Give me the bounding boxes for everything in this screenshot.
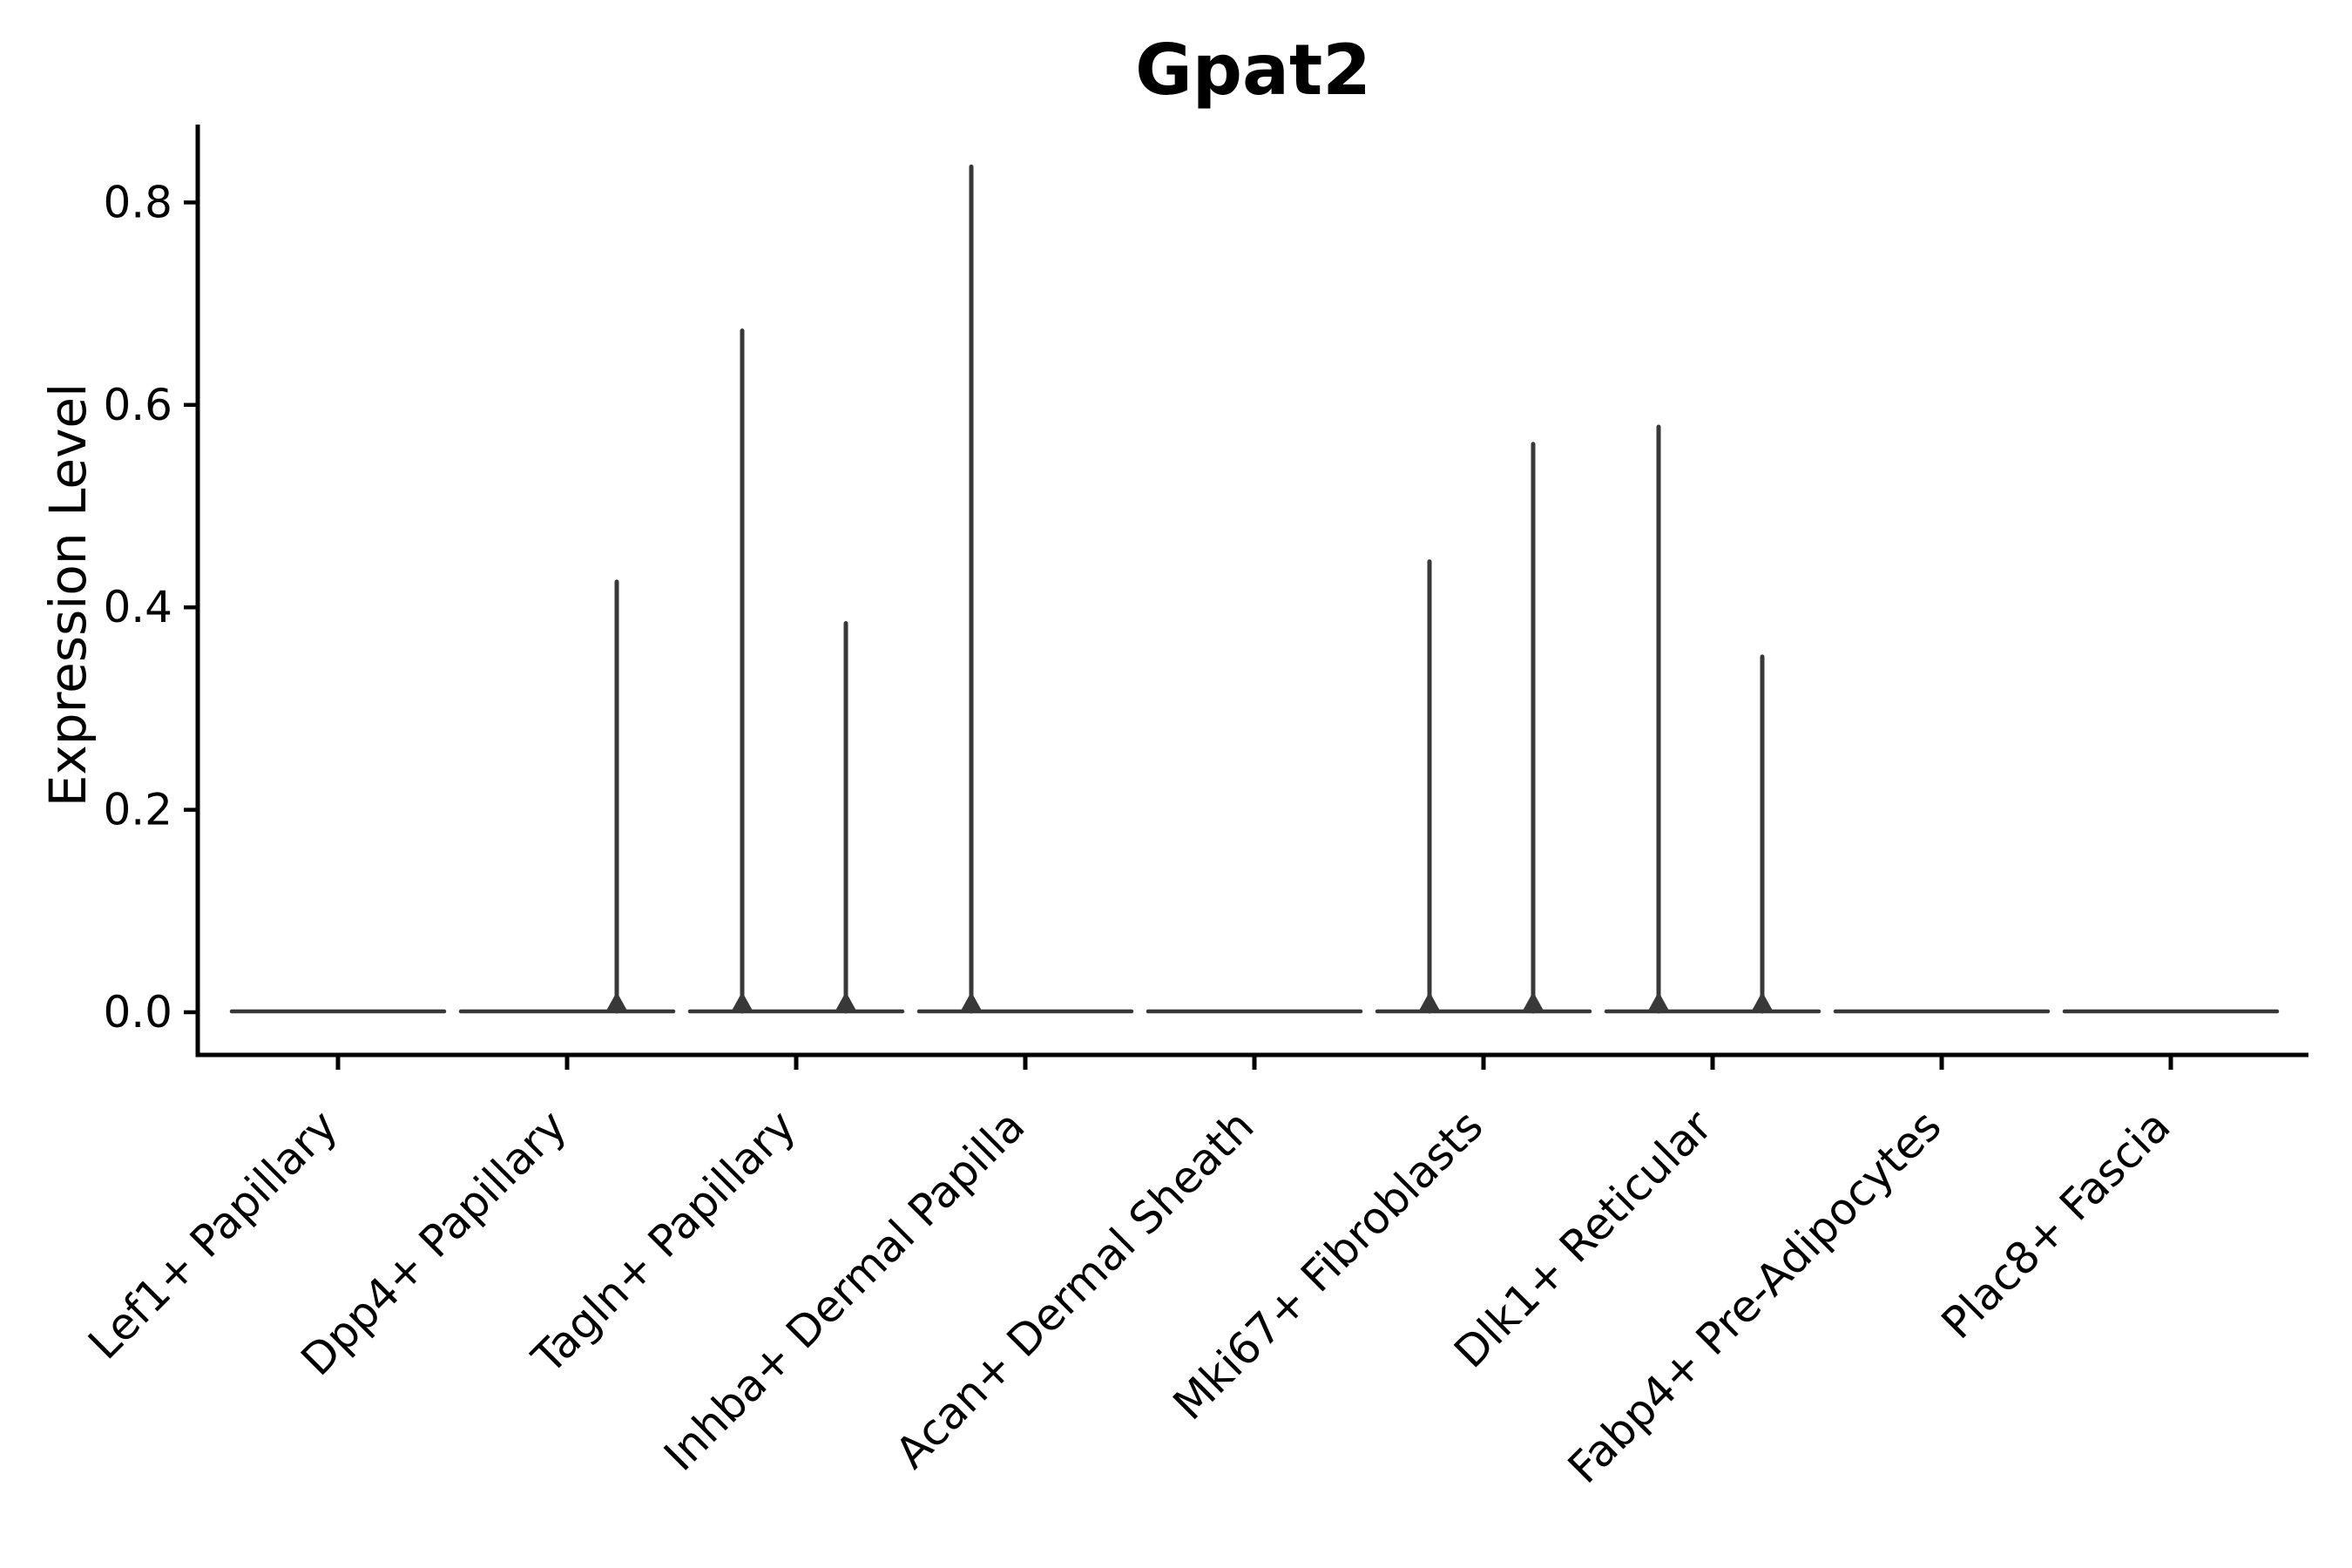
y-tick-label: 0.8: [103, 177, 172, 227]
x-tick-label: Lef1+ Papillary: [78, 1100, 347, 1369]
y-tick-label: 0.0: [103, 987, 172, 1037]
x-tick-label: Fabp4+ Pre-Adipocytes: [1558, 1100, 1951, 1493]
y-tick-label: 0.2: [103, 785, 172, 835]
x-tick-label: Plac8+ Fascia: [1932, 1100, 2180, 1348]
y-tick-label: 0.6: [103, 380, 172, 430]
chart-title: Gpat2: [1135, 30, 1371, 111]
y-tick-label: 0.4: [103, 582, 172, 632]
